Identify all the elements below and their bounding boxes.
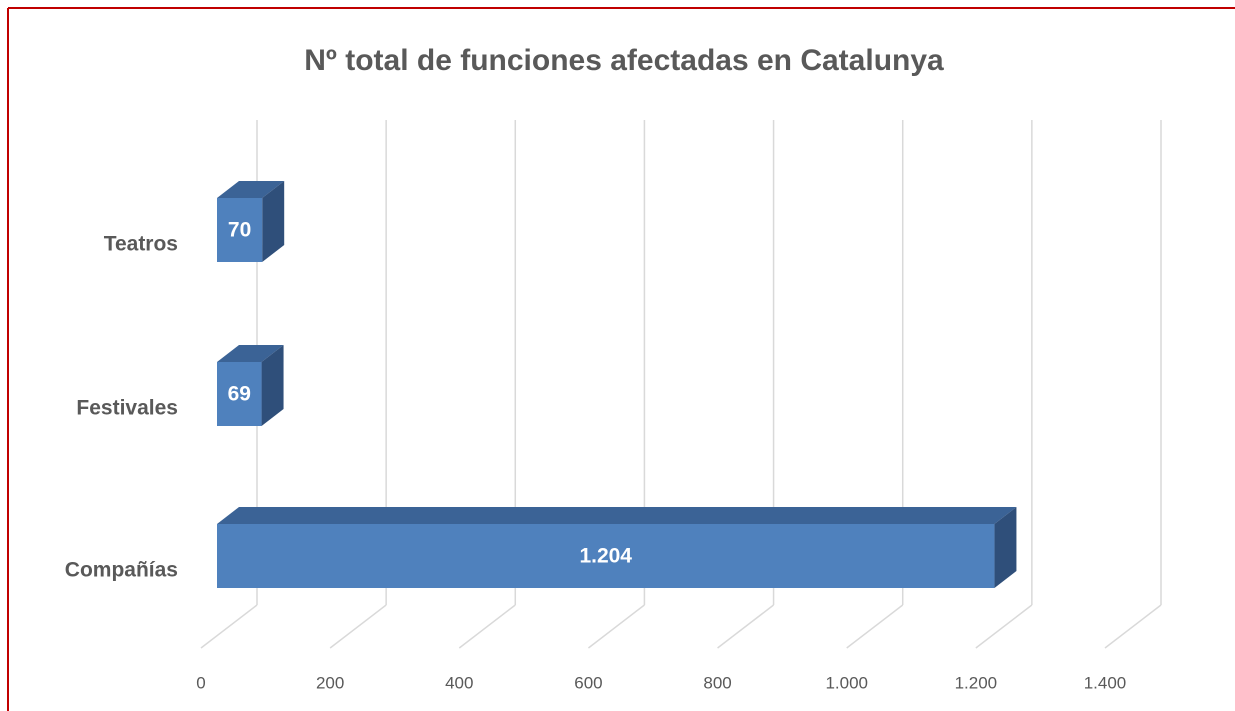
- floor-line: [975, 604, 1033, 649]
- floor-line: [200, 604, 258, 649]
- value-label: 1.204: [579, 545, 632, 568]
- floor-line: [587, 604, 645, 649]
- x-tick-label: 800: [703, 673, 731, 692]
- bar-top: [217, 181, 285, 198]
- x-tick-label: 0: [196, 673, 205, 692]
- bar-top: [217, 507, 1017, 524]
- floor-line: [846, 604, 904, 649]
- y-tick-label: Festivales: [76, 397, 178, 420]
- x-tick-label: 1.000: [825, 673, 868, 692]
- x-tick-label: 400: [445, 673, 473, 692]
- floor-line: [329, 604, 387, 649]
- value-label: 70: [228, 219, 251, 242]
- bar-top: [217, 345, 284, 362]
- bar: [217, 198, 263, 262]
- x-tick-label: 1.400: [1084, 673, 1127, 692]
- bar-side: [994, 507, 1017, 588]
- floor-line: [717, 604, 775, 649]
- floor-line: [458, 604, 516, 649]
- x-tick-label: 200: [316, 673, 344, 692]
- y-tick-label: Teatros: [104, 233, 178, 256]
- bar: [217, 524, 995, 588]
- x-tick-label: 1.200: [955, 673, 998, 692]
- chart-title: Nº total de funciones afectadas en Catal…: [304, 44, 944, 77]
- x-tick-label: 600: [574, 673, 602, 692]
- bar-side: [262, 181, 285, 262]
- bar: [217, 362, 262, 426]
- y-tick-label: Compañías: [65, 559, 178, 582]
- bar-side: [261, 345, 284, 426]
- value-label: 69: [228, 383, 251, 406]
- floor-line: [1104, 604, 1162, 649]
